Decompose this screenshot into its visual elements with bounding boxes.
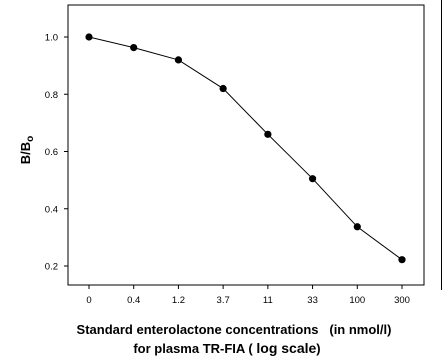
x-axis-label-line1: Standard enterolactone concentrations (i… [76,322,392,337]
x-tick-label: 0.4 [127,295,140,306]
x-tick-label: 300 [394,295,410,306]
y-tick-label: 0.2 [45,262,58,273]
right-border-line [441,0,442,290]
plot-frame [67,4,425,286]
x-axis-label-scale: log scale [256,340,317,356]
data-point [353,223,361,231]
x-tick-label: 33 [307,295,318,306]
y-axis-label: B/Bo [18,136,36,165]
y-tick-label: 0.4 [45,204,58,215]
x-axis: 0 0.4 1.2 3.7 11 33 100 300 [86,285,410,306]
data-point [219,84,227,93]
data-point [308,175,317,183]
data-point [398,256,406,264]
series-line [85,33,406,264]
x-tick-label: 11 [263,295,273,306]
x-tick-label: 100 [349,295,365,306]
x-axis-label-line2: for plasma TR-FIA ( log scale) [3,340,448,356]
data-point [85,33,93,41]
x-axis-label-suffix: ) [316,341,321,356]
series-polyline [88,36,403,261]
y-tick-label: 0.6 [45,147,58,158]
x-tick-label: 3.7 [217,295,230,306]
data-point [264,130,272,138]
x-tick-label: 0 [86,295,91,306]
data-point [174,56,183,64]
x-axis-label-prefix: for plasma TR-FIA ( [133,341,257,356]
y-tick-label: 0.8 [45,90,58,101]
x-tick-label: 1.2 [172,295,185,306]
data-point [130,43,138,52]
y-axis: 0.2 0.4 0.6 0.8 1.0 [45,33,68,273]
y-tick-label: 1.0 [45,33,58,44]
